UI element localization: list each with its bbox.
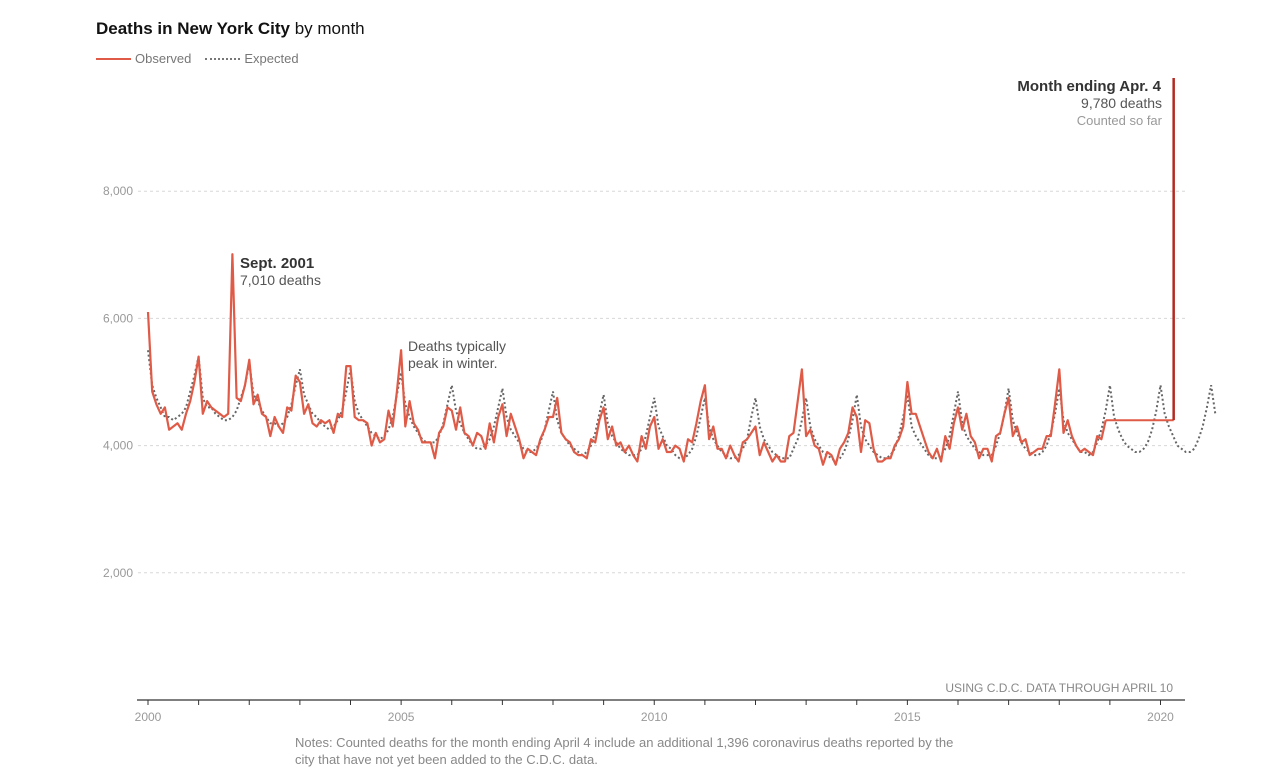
series-line-observed <box>146 253 1107 466</box>
chart-legend: Observed Expected <box>96 51 313 66</box>
legend-item-expected: Expected <box>205 51 299 66</box>
legend-swatch-expected <box>205 57 241 60</box>
annotation-sept-2001-title: Sept. 2001 <box>240 255 314 272</box>
y-tick-label: 6,000 <box>103 311 133 325</box>
y-tick-label: 8,000 <box>103 184 133 198</box>
x-tick-label: 2020 <box>1147 710 1174 724</box>
y-tick-label: 4,000 <box>103 439 133 453</box>
x-tick-label: 2015 <box>894 710 921 724</box>
annotation-winter-line1: Deaths typically <box>408 338 506 354</box>
source-label: USING C.D.C. DATA THROUGH APRIL 10 <box>945 681 1173 695</box>
annotation-spike-subtext: Counted so far <box>1077 113 1163 128</box>
annotation-winter-line2: peak in winter. <box>408 355 498 371</box>
chart-title-bold: Deaths in New York City <box>96 19 290 38</box>
grid-layer <box>138 190 1185 574</box>
series-layer <box>146 77 1217 466</box>
legend-label-observed: Observed <box>135 51 192 66</box>
chart-note: Notes: Counted deaths for the month endi… <box>295 735 954 767</box>
chart-title: Deaths in New York City by month <box>96 19 365 39</box>
annotation-sept-2001-value: 7,010 deaths <box>240 272 321 288</box>
x-tick-label: 2000 <box>135 710 162 724</box>
legend-item-observed: Observed <box>96 51 191 66</box>
legend-label-expected: Expected <box>244 51 299 66</box>
axis-layer: 2,000 4,000 6,000 8,000 2000 2005 2010 2015 2020 <box>103 184 1185 724</box>
line-chart: 2,000 4,000 6,000 8,000 2000 2005 2010 2015 2020… <box>103 77 1217 724</box>
y-tick-label: 2,000 <box>103 566 133 580</box>
x-tick-label: 2010 <box>641 710 668 724</box>
x-tick-label: 2005 <box>388 710 415 724</box>
chart-title-rest: by month <box>289 19 365 38</box>
annotation-spike-title: Month ending Apr. 4 <box>1017 78 1161 95</box>
legend-swatch-observed <box>96 57 131 60</box>
annotation-spike-value: 9,780 deaths <box>1081 95 1162 111</box>
